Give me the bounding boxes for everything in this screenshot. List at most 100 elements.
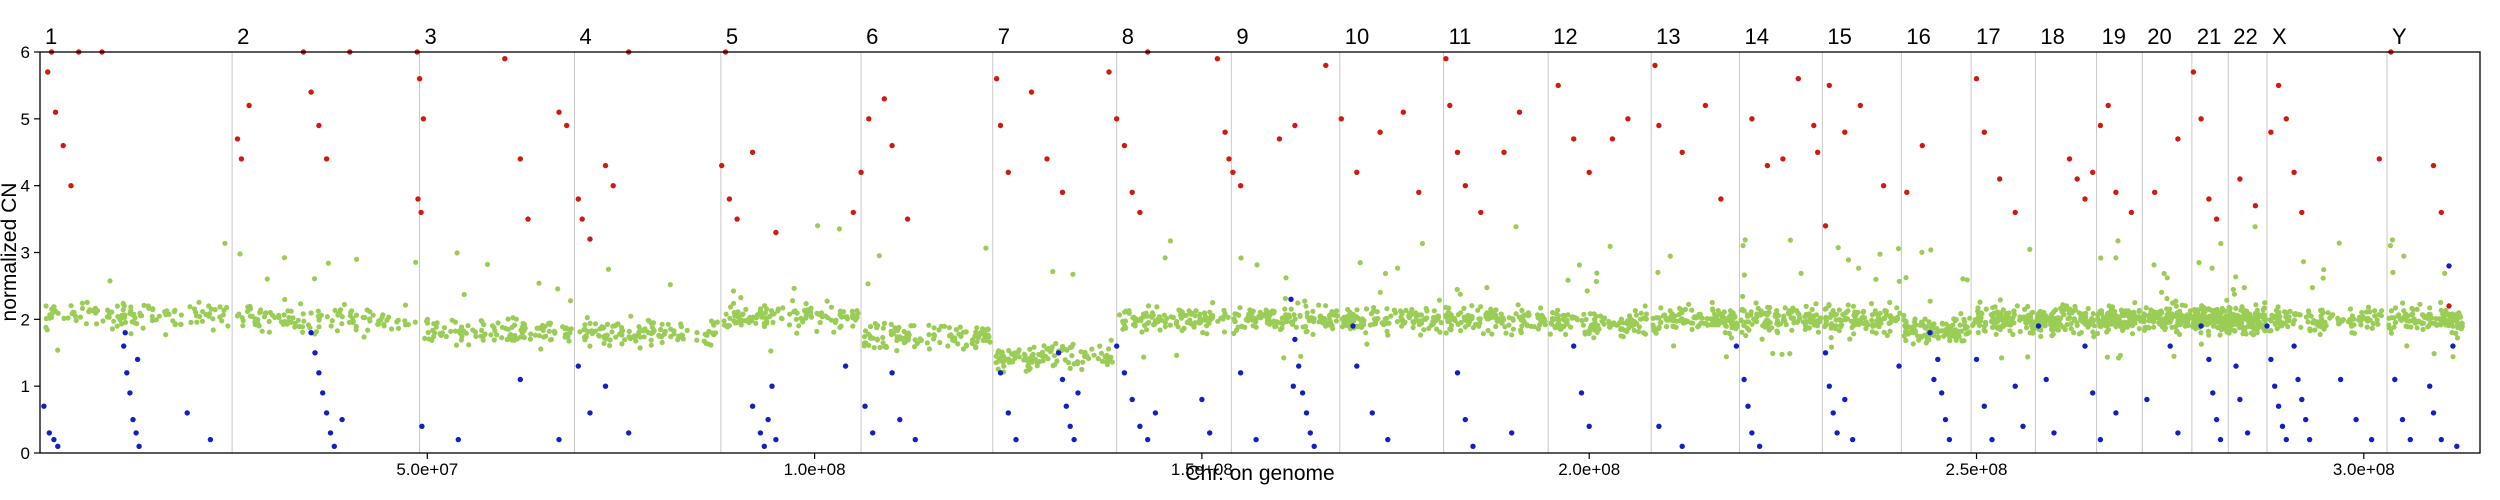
- normal-point: [1838, 323, 1844, 329]
- loss-point: [1842, 396, 1848, 403]
- normal-point: [1469, 303, 1475, 309]
- normal-point: [936, 327, 942, 333]
- normal-point: [622, 337, 628, 343]
- loss-point: [2337, 376, 2344, 383]
- normal-point: [911, 323, 917, 329]
- normal-point: [2243, 314, 2249, 320]
- normal-point: [926, 322, 932, 328]
- normal-point: [441, 325, 447, 331]
- loss-point: [870, 430, 876, 436]
- normal-point: [2372, 308, 2378, 314]
- normal-point: [1997, 297, 2003, 303]
- normal-point: [1399, 310, 1405, 316]
- normal-point: [1746, 313, 1752, 319]
- normal-point: [924, 340, 930, 346]
- normal-point: [1108, 337, 1114, 343]
- normal-point: [1446, 305, 1452, 311]
- normal-point: [1765, 323, 1771, 329]
- normal-point: [607, 343, 613, 349]
- gain-point: [1973, 76, 1980, 82]
- loss-point: [765, 416, 771, 423]
- normal-point: [1740, 293, 1746, 299]
- normal-point: [1618, 326, 1624, 333]
- loss-point: [130, 416, 136, 423]
- normal-point: [1923, 340, 1929, 346]
- normal-point: [888, 328, 894, 334]
- normal-point: [659, 339, 665, 346]
- normal-point: [1027, 346, 1033, 352]
- gain-point: [904, 216, 911, 222]
- gain-point: [1842, 129, 1848, 135]
- normal-point: [1283, 312, 1289, 318]
- normal-point: [1510, 326, 1516, 332]
- gain-point: [2097, 122, 2104, 129]
- normal-point: [1947, 338, 1953, 344]
- normal-point: [2387, 243, 2393, 249]
- normal-point: [1480, 331, 1486, 337]
- normal-point: [1520, 313, 1526, 319]
- normal-point: [1905, 324, 1911, 330]
- gain-point: [1005, 169, 1011, 175]
- normal-point: [1489, 331, 1495, 337]
- normal-point: [1715, 322, 1721, 328]
- normal-point: [2336, 240, 2342, 246]
- normal-point: [2276, 318, 2282, 324]
- normal-point: [2307, 328, 2313, 334]
- normal-point: [589, 330, 595, 337]
- normal-point: [341, 301, 347, 308]
- normal-point: [94, 321, 100, 327]
- gain-point: [2190, 69, 2197, 75]
- normal-point: [163, 312, 169, 318]
- normal-point: [1943, 321, 1949, 327]
- gain-point: [1443, 56, 1449, 62]
- loss-point: [2427, 383, 2433, 389]
- normal-point: [1775, 322, 1781, 328]
- normal-point: [367, 309, 373, 315]
- normal-point: [1282, 306, 1288, 312]
- normal-point: [1494, 318, 1500, 324]
- normal-point: [1873, 276, 1879, 282]
- normal-point: [983, 245, 989, 251]
- normal-point: [1209, 315, 1215, 321]
- normal-point: [1391, 307, 1397, 313]
- gain-point: [416, 76, 423, 82]
- normal-point: [1607, 324, 1613, 330]
- normal-point: [1518, 330, 1524, 336]
- normal-point: [721, 318, 727, 324]
- gain-point: [1044, 156, 1050, 162]
- normal-point: [2449, 323, 2455, 329]
- x-tick-label: 3.0e+08: [2333, 460, 2395, 479]
- normal-point: [492, 328, 498, 334]
- normal-point: [313, 329, 320, 335]
- normal-point: [1097, 343, 1103, 349]
- normal-point: [1940, 328, 1946, 334]
- loss-point: [2450, 343, 2456, 349]
- normal-point: [1781, 313, 1787, 319]
- normal-point: [790, 298, 796, 304]
- normal-point: [1503, 330, 1509, 336]
- normal-point: [1204, 317, 1210, 323]
- normal-point: [1451, 315, 1458, 321]
- loss-point: [1509, 430, 1515, 436]
- normal-point: [111, 318, 117, 324]
- loss-point: [323, 410, 330, 416]
- loss-point: [1311, 443, 1317, 449]
- normal-point: [2010, 315, 2016, 321]
- normal-point: [1016, 354, 1022, 360]
- normal-point: [1704, 316, 1710, 322]
- normal-point: [1740, 243, 1746, 249]
- normal-point: [1009, 358, 1016, 364]
- loss-point: [2237, 396, 2243, 403]
- normal-point: [565, 334, 571, 340]
- chromosome-label-2: 2: [237, 24, 249, 49]
- normal-point: [711, 332, 717, 338]
- gain-point: [2291, 169, 2297, 175]
- normal-point: [725, 323, 731, 329]
- normal-point: [1897, 310, 1903, 316]
- normal-point: [2392, 305, 2399, 311]
- normal-point: [1355, 315, 1361, 321]
- normal-point: [1537, 316, 1543, 322]
- y-tick-label: 0: [21, 444, 30, 463]
- normal-point: [1292, 316, 1298, 322]
- normal-point: [84, 299, 90, 305]
